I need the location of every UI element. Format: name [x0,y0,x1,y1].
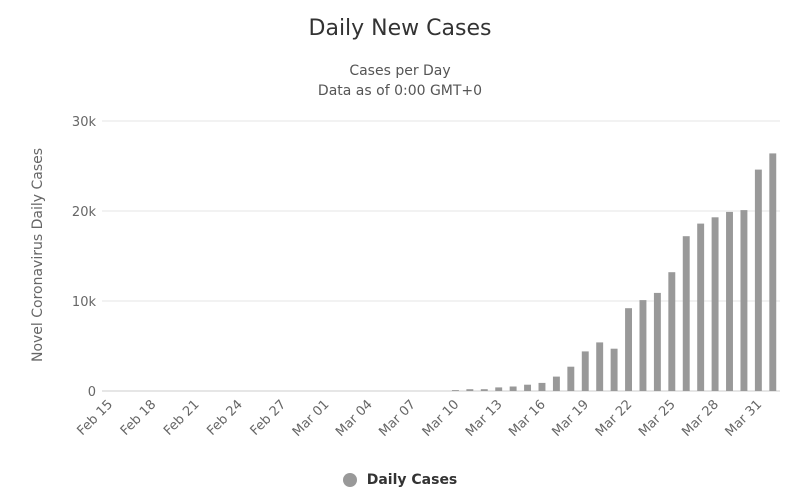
legend-label: Daily Cases [366,472,458,488]
x-tick-label: Feb 24 [204,397,246,439]
x-tick-label: Mar 07 [376,397,419,440]
x-tick-label: Mar 04 [333,397,376,440]
bar-mar-10[interactable] [451,390,459,391]
x-tick-label: Feb 21 [161,397,203,439]
bar-mar-20[interactable] [596,342,604,391]
bar-mar-30[interactable] [740,210,748,391]
y-tick-label: 0 [88,385,96,400]
bar-mar-14[interactable] [509,386,517,392]
y-axis-label: Novel Coronavirus Daily Cases [30,148,46,362]
bar-mar-19[interactable] [581,351,589,391]
x-tick-label: Mar 01 [290,397,333,440]
x-tick-label: Mar 16 [506,397,549,440]
grid-lines [102,120,780,392]
subtitle-line-1: Cases per Day [349,63,451,79]
bar-mar-25[interactable] [668,272,676,391]
legend-marker [342,473,357,487]
bar-mar-27[interactable] [697,223,705,391]
bar-mar-28[interactable] [711,217,719,391]
y-tick-label: 20k [72,205,97,220]
x-tick-label: Mar 25 [636,397,679,440]
bars [451,153,777,392]
x-tick-label: Mar 19 [550,397,593,440]
subtitle-line-2: Data as of 0:00 GMT+0 [317,83,483,99]
chart-title: Daily New Cases [308,16,492,41]
bar-mar-15[interactable] [524,384,532,391]
bar-mar-29[interactable] [726,211,733,391]
bar-mar-11[interactable] [466,389,474,391]
x-tick-label: Mar 28 [679,397,722,440]
x-tick-label: Mar 31 [723,397,766,440]
x-tick-labels: Feb 15 Feb 18 Feb 21 Feb 24 Feb 27 Mar 01 Mar … [75,397,766,440]
x-tick-label: Feb 27 [248,397,290,439]
bar-mar-16[interactable] [538,382,546,391]
chart-subtitle: Cases per Day Data as of 0:00 GMT+0 [0,61,800,101]
bar-mar-12[interactable] [480,389,488,391]
bar-mar-13[interactable] [495,387,503,391]
bar-mar-23[interactable] [639,300,647,391]
bar-mar-21[interactable] [610,348,618,391]
x-tick-label: Mar 22 [593,397,636,440]
x-tick-label: Feb 18 [118,397,160,439]
y-tick-labels: 0 10k 20k 30k [72,115,97,400]
x-tick-label: Feb 15 [75,397,117,439]
chart-svg: 0 10k 20k 30k Feb 15 Feb 18 Feb 21 Feb 24 Feb 2… [30,115,780,440]
bar-mar-18[interactable] [567,366,575,391]
bar-mar-24[interactable] [653,292,661,391]
y-tick-label: 10k [72,295,97,310]
bar-mar-17[interactable] [552,376,560,391]
bar-mar-22[interactable] [625,308,632,391]
legend[interactable]: Daily Cases [0,468,800,492]
bar-mar-26[interactable] [682,236,690,391]
bar-mar-31[interactable] [754,169,762,391]
x-tick-label: Mar 10 [420,397,463,440]
y-tick-label: 30k [72,115,97,130]
bar-apr-01[interactable] [769,153,777,391]
x-tick-label: Mar 13 [463,397,506,440]
